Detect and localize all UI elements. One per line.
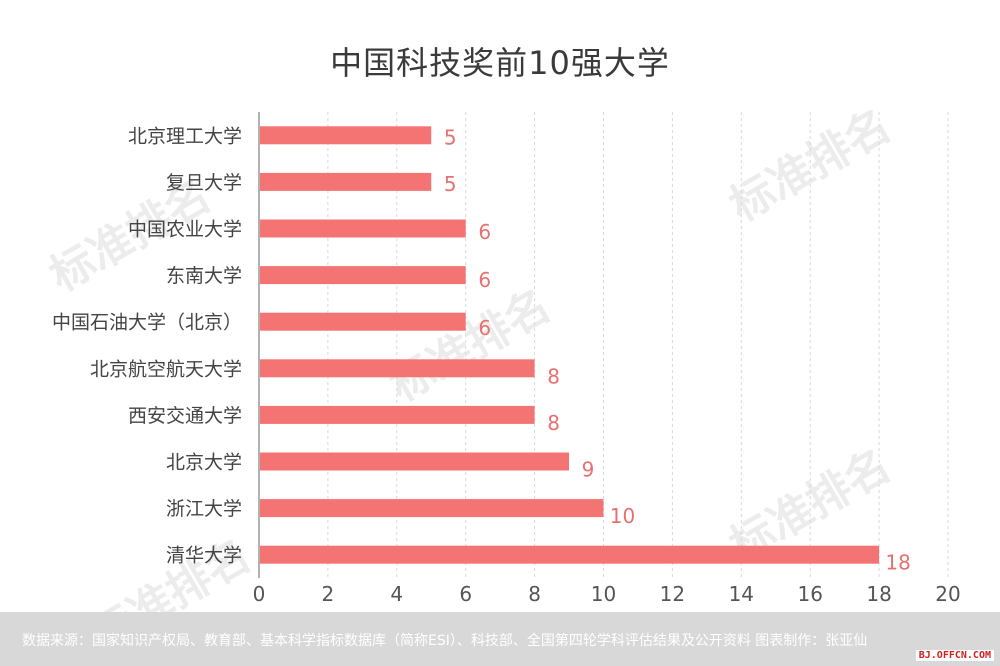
value-label: 6 — [478, 268, 491, 292]
value-label: 10 — [610, 504, 635, 528]
value-label: 8 — [547, 364, 560, 388]
footer-bar: 数据来源：国家知识产权局、教育部、基本科学指标数据库（简称ESI）、科技部、全国… — [0, 612, 1000, 666]
x-tick-label: 12 — [660, 582, 685, 606]
x-tick-label: 0 — [253, 582, 266, 606]
x-tick-label: 10 — [591, 582, 616, 606]
category-label: 中国石油大学（北京） — [52, 312, 242, 334]
category-label: 北京理工大学 — [128, 125, 242, 147]
category-label: 复旦大学 — [166, 172, 242, 194]
bar — [260, 545, 880, 564]
x-tick-label: 6 — [459, 582, 472, 606]
bars — [260, 126, 880, 564]
value-label: 6 — [478, 220, 491, 244]
x-tick-label: 16 — [797, 582, 822, 606]
value-label: 6 — [478, 316, 491, 340]
value-label: 5 — [444, 172, 457, 196]
value-label: 9 — [582, 458, 595, 482]
value-label: 18 — [885, 551, 910, 575]
x-tick-labels: 0 2 4 6 8 10 12 14 16 18 20 — [253, 582, 961, 606]
category-label: 浙江大学 — [166, 498, 242, 520]
x-tick-label: 8 — [528, 582, 541, 606]
bar — [260, 499, 604, 518]
bar — [260, 312, 466, 331]
x-tick-label: 14 — [729, 582, 754, 606]
category-label: 北京航空航天大学 — [90, 358, 242, 380]
bar — [260, 405, 535, 424]
category-label: 东南大学 — [166, 265, 242, 287]
bar — [260, 359, 535, 378]
value-label: 8 — [547, 411, 560, 435]
x-tick-label: 4 — [390, 582, 403, 606]
source-note: 数据来源：国家知识产权局、教育部、基本科学指标数据库（简称ESI）、科技部、全国… — [22, 633, 868, 649]
bar — [260, 126, 432, 145]
category-label: 中国农业大学 — [128, 219, 242, 241]
chart-title: 中国科技奖前10强大学 — [330, 44, 670, 82]
category-label: 清华大学 — [166, 545, 242, 567]
value-label: 5 — [444, 125, 457, 149]
bar — [260, 172, 432, 191]
bar — [260, 266, 466, 285]
x-tick-label: 18 — [866, 582, 891, 606]
site-mark: BJ.OFFCN.COM — [915, 650, 994, 661]
x-tick-label: 20 — [935, 582, 960, 606]
bar — [260, 219, 466, 238]
category-label: 北京大学 — [166, 452, 242, 474]
bar — [260, 452, 570, 471]
x-tick-label: 2 — [322, 582, 335, 606]
category-label: 西安交通大学 — [128, 405, 242, 427]
